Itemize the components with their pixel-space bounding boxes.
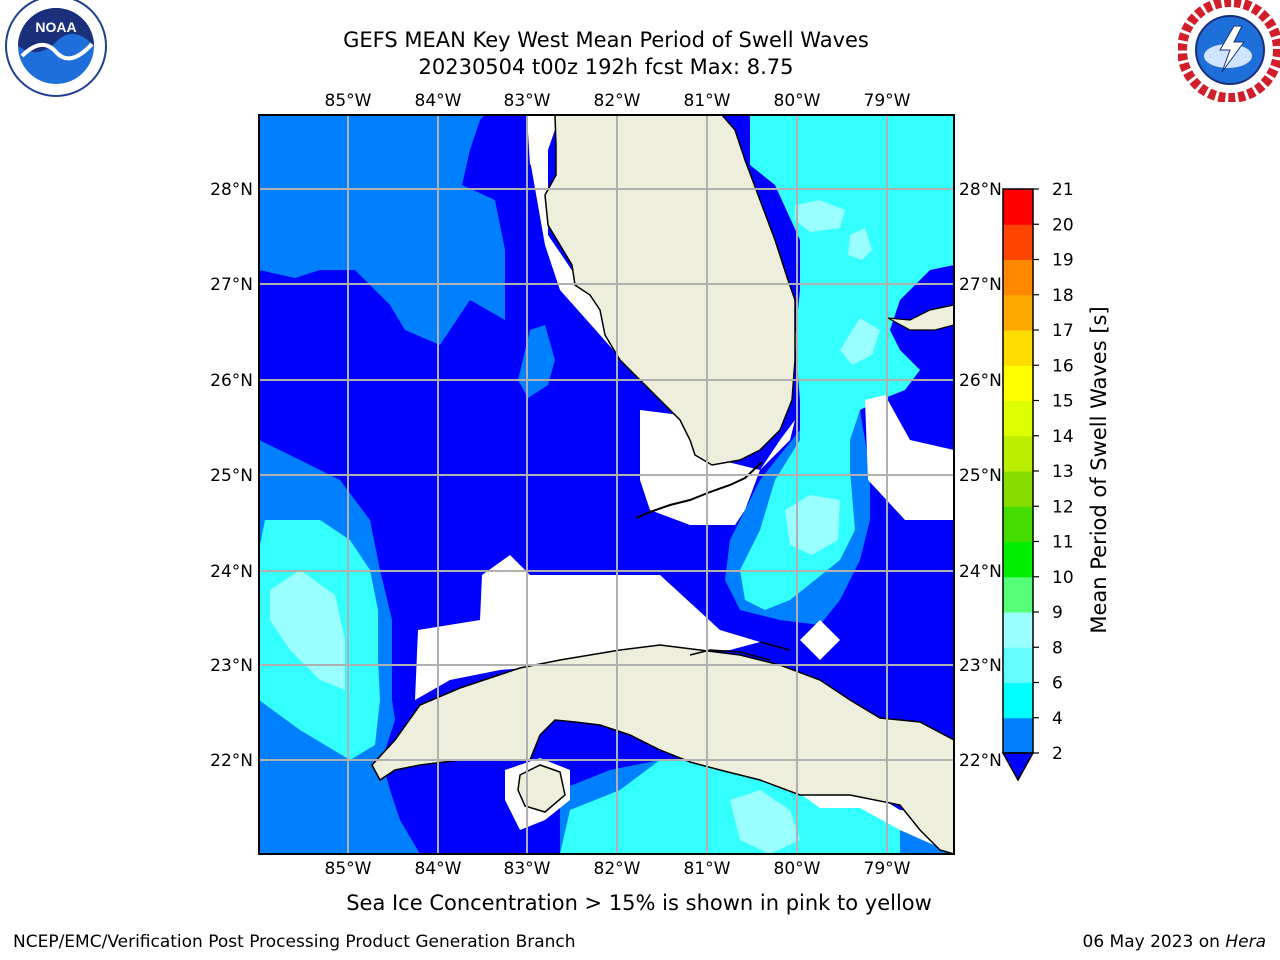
map-grid bbox=[259, 115, 954, 854]
no-data-area-islands bbox=[800, 620, 840, 660]
lon-label-bottom: 85°W bbox=[325, 859, 372, 879]
lat-label-right: 28°N bbox=[959, 180, 1002, 200]
colorbar-swatch bbox=[1003, 682, 1033, 719]
lat-label-left: 22°N bbox=[210, 751, 253, 771]
colorbar-swatch bbox=[1003, 717, 1033, 754]
lat-label-right: 26°N bbox=[959, 371, 1002, 391]
colorbar-swatch bbox=[1003, 294, 1033, 331]
lon-label-bottom: 80°W bbox=[774, 859, 821, 879]
colorbar-tick-label: 20 bbox=[1052, 215, 1074, 235]
colorbar: 2 4 6 8 9 10 11 12 13 14 15 16 17 18 19 20 21 bbox=[1001, 180, 1074, 782]
lon-label-bottom: 79°W bbox=[864, 859, 911, 879]
colorbar-tick-label: 12 bbox=[1052, 497, 1074, 517]
colorbar-swatch bbox=[1003, 541, 1033, 578]
colorbar-tick-label: 21 bbox=[1052, 180, 1074, 200]
colorbar-tick-label: 19 bbox=[1052, 251, 1074, 271]
colorbar-tick-label: 17 bbox=[1052, 321, 1074, 341]
colorbar-swatch bbox=[1003, 576, 1033, 613]
ocean-band-8-9-a bbox=[795, 200, 845, 232]
colorbar-swatch bbox=[1003, 259, 1033, 296]
svg-text:NOAA: NOAA bbox=[35, 19, 76, 35]
no-data-area-north bbox=[527, 115, 560, 165]
colorbar-extension bbox=[1001, 752, 1035, 782]
ocean-band-8-9-b bbox=[848, 228, 872, 260]
colorbar-tick-label: 13 bbox=[1052, 462, 1074, 482]
ocean-band-8-9-e bbox=[730, 790, 800, 854]
lon-label-bottom: 81°W bbox=[684, 859, 731, 879]
colorbar-tick-label: 2 bbox=[1052, 744, 1063, 764]
no-data-area-cuba-north bbox=[415, 555, 760, 700]
lon-label-bottom: 82°W bbox=[594, 859, 641, 879]
colorbar-tick-label: 15 bbox=[1052, 392, 1074, 412]
colorbar-tick-label: 11 bbox=[1052, 533, 1074, 553]
map-subtitle: 20230504 t00z 192h fcst Max: 8.75 bbox=[418, 55, 794, 79]
colorbar-swatch bbox=[1003, 471, 1033, 507]
ocean-band-6-8-atlantic bbox=[740, 115, 954, 610]
lat-label-left: 24°N bbox=[210, 562, 253, 582]
ocean-band-4-6-northwest bbox=[259, 115, 505, 345]
nws-logo bbox=[1178, 0, 1280, 102]
colorbar-swatch bbox=[1003, 365, 1033, 401]
colorbar-tick-label: 4 bbox=[1052, 709, 1063, 729]
map-frame bbox=[258, 114, 955, 855]
colorbar-swatch bbox=[1003, 647, 1033, 683]
florida-land bbox=[544, 115, 796, 466]
lat-label-left: 25°N bbox=[210, 466, 253, 486]
lat-label-left: 28°N bbox=[210, 180, 253, 200]
map-title: GEFS MEAN Key West Mean Period of Swell … bbox=[343, 28, 869, 52]
lon-label-top: 79°W bbox=[864, 91, 911, 111]
colorbar-tick-label: 14 bbox=[1052, 427, 1074, 447]
colorbar-swatch bbox=[1003, 224, 1033, 260]
ocean-band-8-9-f bbox=[270, 570, 345, 690]
colorbar-swatch bbox=[1003, 612, 1033, 648]
colorbar-tick-label: 10 bbox=[1052, 568, 1074, 588]
lat-label-left: 27°N bbox=[210, 275, 253, 295]
lat-label-right: 23°N bbox=[959, 656, 1002, 676]
lon-label-top: 82°W bbox=[594, 91, 641, 111]
lat-label-right: 25°N bbox=[959, 466, 1002, 486]
footer-date: 06 May 2023 on Hera bbox=[1083, 932, 1267, 952]
ocean-band-8-9-c bbox=[840, 318, 880, 365]
lat-label-right: 24°N bbox=[959, 562, 1002, 582]
no-data-area-keys bbox=[640, 410, 795, 525]
colorbar-label: Mean Period of Swell Waves [s] bbox=[1087, 306, 1111, 633]
colorbar-swatch bbox=[1003, 400, 1033, 437]
colorbar-tick-label: 9 bbox=[1052, 603, 1063, 623]
keys-line bbox=[635, 461, 763, 519]
ocean-band-8-9-d bbox=[785, 495, 840, 555]
footer-host: Hera bbox=[1225, 932, 1266, 952]
lat-label-right: 27°N bbox=[959, 275, 1002, 295]
lat-label-right: 22°N bbox=[959, 751, 1002, 771]
lon-label-top: 84°W bbox=[415, 91, 462, 111]
footer-date-text: 06 May 2023 on bbox=[1082, 932, 1220, 952]
footer-branch: NCEP/EMC/Verification Post Processing Pr… bbox=[13, 932, 576, 952]
cuba-land bbox=[371, 644, 954, 854]
lon-label-top: 83°W bbox=[504, 91, 551, 111]
lat-label-left: 26°N bbox=[210, 371, 253, 391]
cuba-cays bbox=[689, 641, 791, 661]
lon-label-bottom: 84°W bbox=[415, 859, 462, 879]
lon-label-top: 81°W bbox=[684, 91, 731, 111]
no-data-area-south-east bbox=[795, 782, 954, 854]
noaa-logo: NOAA bbox=[5, 0, 107, 97]
lat-label-left: 23°N bbox=[210, 656, 253, 676]
colorbar-swatch bbox=[1003, 506, 1033, 542]
lon-label-bottom: 83°W bbox=[504, 859, 551, 879]
ocean-band-6-8-south bbox=[560, 760, 900, 854]
colorbar-tick-label: 6 bbox=[1052, 674, 1063, 694]
colorbar-tick-label: 8 bbox=[1052, 638, 1063, 658]
colorbar-swatch bbox=[1003, 435, 1033, 472]
lon-label-top: 85°W bbox=[325, 91, 372, 111]
colorbar-swatch bbox=[1003, 330, 1033, 366]
bahamas-land bbox=[887, 304, 954, 331]
colorbar-tick-label: 16 bbox=[1052, 356, 1074, 376]
sea-ice-note: Sea Ice Concentration > 15% is shown in … bbox=[346, 891, 932, 915]
colorbar-swatch bbox=[1003, 189, 1033, 225]
colorbar-tick-label: 18 bbox=[1052, 286, 1074, 306]
lon-label-top: 80°W bbox=[774, 91, 821, 111]
isle-of-youth-land bbox=[517, 764, 566, 813]
